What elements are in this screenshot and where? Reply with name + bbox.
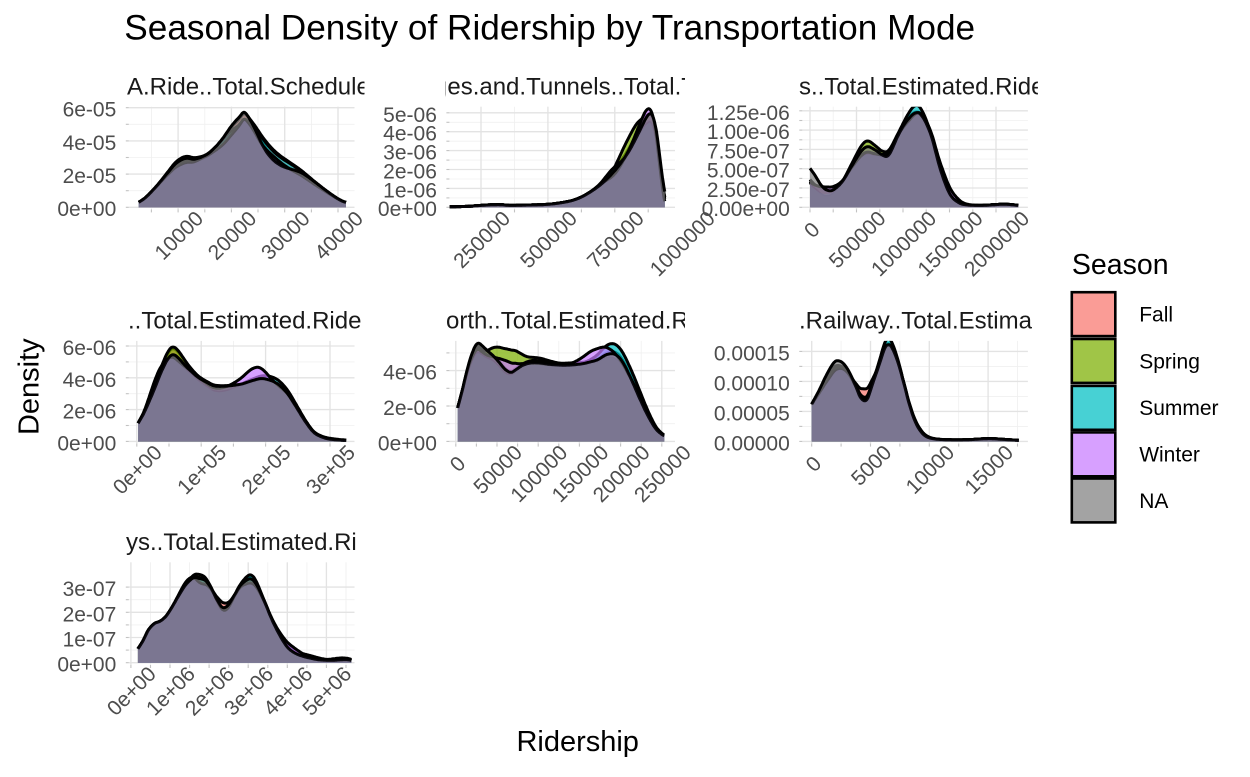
- svg-text:2.50e-07: 2.50e-07: [707, 179, 790, 202]
- svg-text:1e-06: 1e-06: [383, 179, 437, 202]
- svg-text:4e-06: 4e-06: [383, 362, 437, 385]
- svg-text:1e-07: 1e-07: [63, 629, 117, 652]
- svg-text:Seasonal Density of Ridership: Seasonal Density of Ridership by Transpo…: [124, 9, 975, 48]
- svg-text:0.00e+00: 0.00e+00: [702, 198, 790, 221]
- svg-text:0e+00: 0e+00: [57, 198, 116, 221]
- svg-text:0e+00: 0e+00: [378, 432, 437, 455]
- svg-text:0.00010: 0.00010: [714, 372, 790, 395]
- svg-text:..Total.Estimated.Ride: ..Total.Estimated.Ride: [128, 308, 361, 335]
- svg-text:6e-06: 6e-06: [63, 337, 117, 360]
- svg-text:7.50e-07: 7.50e-07: [707, 140, 790, 163]
- svg-text:Density: Density: [14, 338, 46, 435]
- svg-text:5e-06: 5e-06: [383, 104, 437, 127]
- svg-text:s..Total.Estimated.Ride: s..Total.Estimated.Ride: [799, 74, 1044, 101]
- svg-text:orth..Total.Estimated.R: orth..Total.Estimated.R: [446, 308, 689, 335]
- svg-text:2e-05: 2e-05: [63, 165, 117, 188]
- svg-text:0.00005: 0.00005: [714, 402, 790, 425]
- svg-text:2e-06: 2e-06: [383, 397, 437, 420]
- svg-text:.Railway..Total.Estima: .Railway..Total.Estima: [799, 308, 1033, 335]
- svg-text:ys..Total.Estimated.Ri: ys..Total.Estimated.Ri: [126, 529, 357, 556]
- svg-text:Season: Season: [1072, 249, 1169, 281]
- svg-text:2e-06: 2e-06: [383, 160, 437, 183]
- svg-text:ges.and.Tunnels..Total.Tr: ges.and.Tunnels..Total.Tr: [434, 74, 703, 101]
- svg-text:0e+00: 0e+00: [57, 654, 116, 677]
- svg-text:0e+00: 0e+00: [57, 432, 116, 455]
- svg-text:Winter: Winter: [1139, 444, 1200, 467]
- svg-text:3e-07: 3e-07: [63, 578, 117, 601]
- svg-text:2e-07: 2e-07: [63, 603, 117, 626]
- svg-text:4e-06: 4e-06: [383, 123, 437, 146]
- svg-text:2e-06: 2e-06: [63, 401, 117, 424]
- svg-text:Spring: Spring: [1139, 350, 1200, 373]
- svg-text:5.00e-07: 5.00e-07: [707, 160, 790, 183]
- svg-text:0.00000: 0.00000: [714, 432, 790, 455]
- svg-text:4e-06: 4e-06: [63, 369, 117, 392]
- svg-text:0.00015: 0.00015: [714, 342, 790, 365]
- svg-text:1.25e-06: 1.25e-06: [707, 102, 790, 125]
- svg-text:4e-05: 4e-05: [63, 132, 117, 155]
- svg-text:0e+00: 0e+00: [378, 198, 437, 221]
- svg-text:1.00e-06: 1.00e-06: [707, 121, 790, 144]
- svg-text:Ridership: Ridership: [516, 726, 639, 758]
- svg-text:Fall: Fall: [1139, 304, 1173, 327]
- svg-text:3e-06: 3e-06: [383, 142, 437, 165]
- svg-text:NA: NA: [1139, 490, 1168, 513]
- svg-text:6e-05: 6e-05: [63, 99, 117, 122]
- svg-text:Summer: Summer: [1139, 397, 1218, 420]
- svg-text:A.Ride..Total.Schedule: A.Ride..Total.Schedule: [127, 74, 370, 101]
